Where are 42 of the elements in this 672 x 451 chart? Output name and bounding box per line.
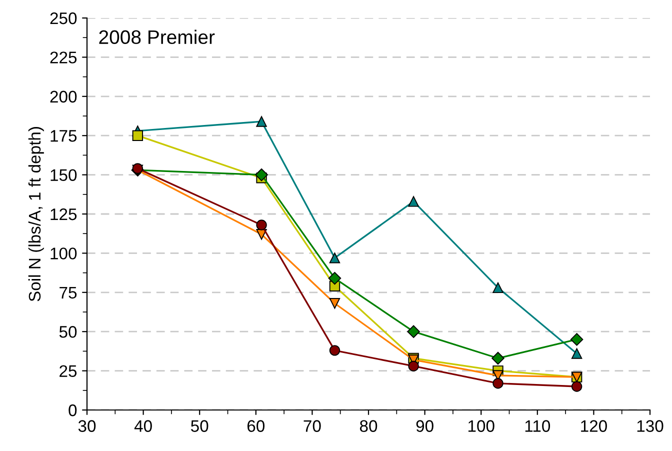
y-tick-label: 175 (50, 130, 77, 142)
x-tick-label: 60 (247, 420, 265, 432)
point (570, 333, 584, 346)
y-tick-label: 200 (50, 90, 77, 103)
point (408, 360, 419, 372)
point (492, 282, 504, 294)
x-tick-label: 30 (78, 420, 96, 432)
point (329, 252, 340, 264)
x-tick-label: 40 (134, 420, 152, 432)
point (329, 345, 340, 356)
point (329, 298, 340, 309)
y-tick-label: 125 (50, 208, 77, 220)
x-tick-label: 80 (360, 420, 378, 432)
y-tick-label: 25 (60, 365, 77, 378)
point (255, 168, 268, 182)
y-tick-label: 150 (50, 169, 77, 182)
point (328, 272, 342, 285)
x-tick-label: 50 (191, 420, 208, 432)
point (492, 378, 504, 389)
point (492, 352, 504, 365)
point (408, 196, 419, 207)
y-tick-label: 0 (68, 404, 77, 416)
x-tick-label: 120 (581, 420, 607, 432)
x-tick-label: 70 (304, 420, 321, 432)
y-tick-label: 50 (59, 326, 77, 338)
x-tick-label: 130 (637, 420, 664, 432)
y-tick-label: 225 (50, 52, 77, 64)
point (132, 130, 144, 141)
point (407, 325, 420, 338)
y-axis-title: Soil N (lbs/A, 1 ft depth) (28, 127, 44, 302)
y-tick-label: 100 (50, 248, 77, 260)
y-tick-label: 75 (60, 286, 77, 299)
point (571, 348, 582, 359)
point (571, 381, 582, 392)
annotation: 2008 Premier (99, 30, 215, 44)
x-tick-label: 90 (416, 420, 434, 432)
point (256, 116, 267, 127)
point (256, 220, 267, 230)
point (132, 163, 144, 174)
x-tick-label: 100 (468, 420, 494, 432)
y-tick-label: 250 (50, 12, 77, 24)
x-tick-label: 110 (525, 420, 550, 432)
